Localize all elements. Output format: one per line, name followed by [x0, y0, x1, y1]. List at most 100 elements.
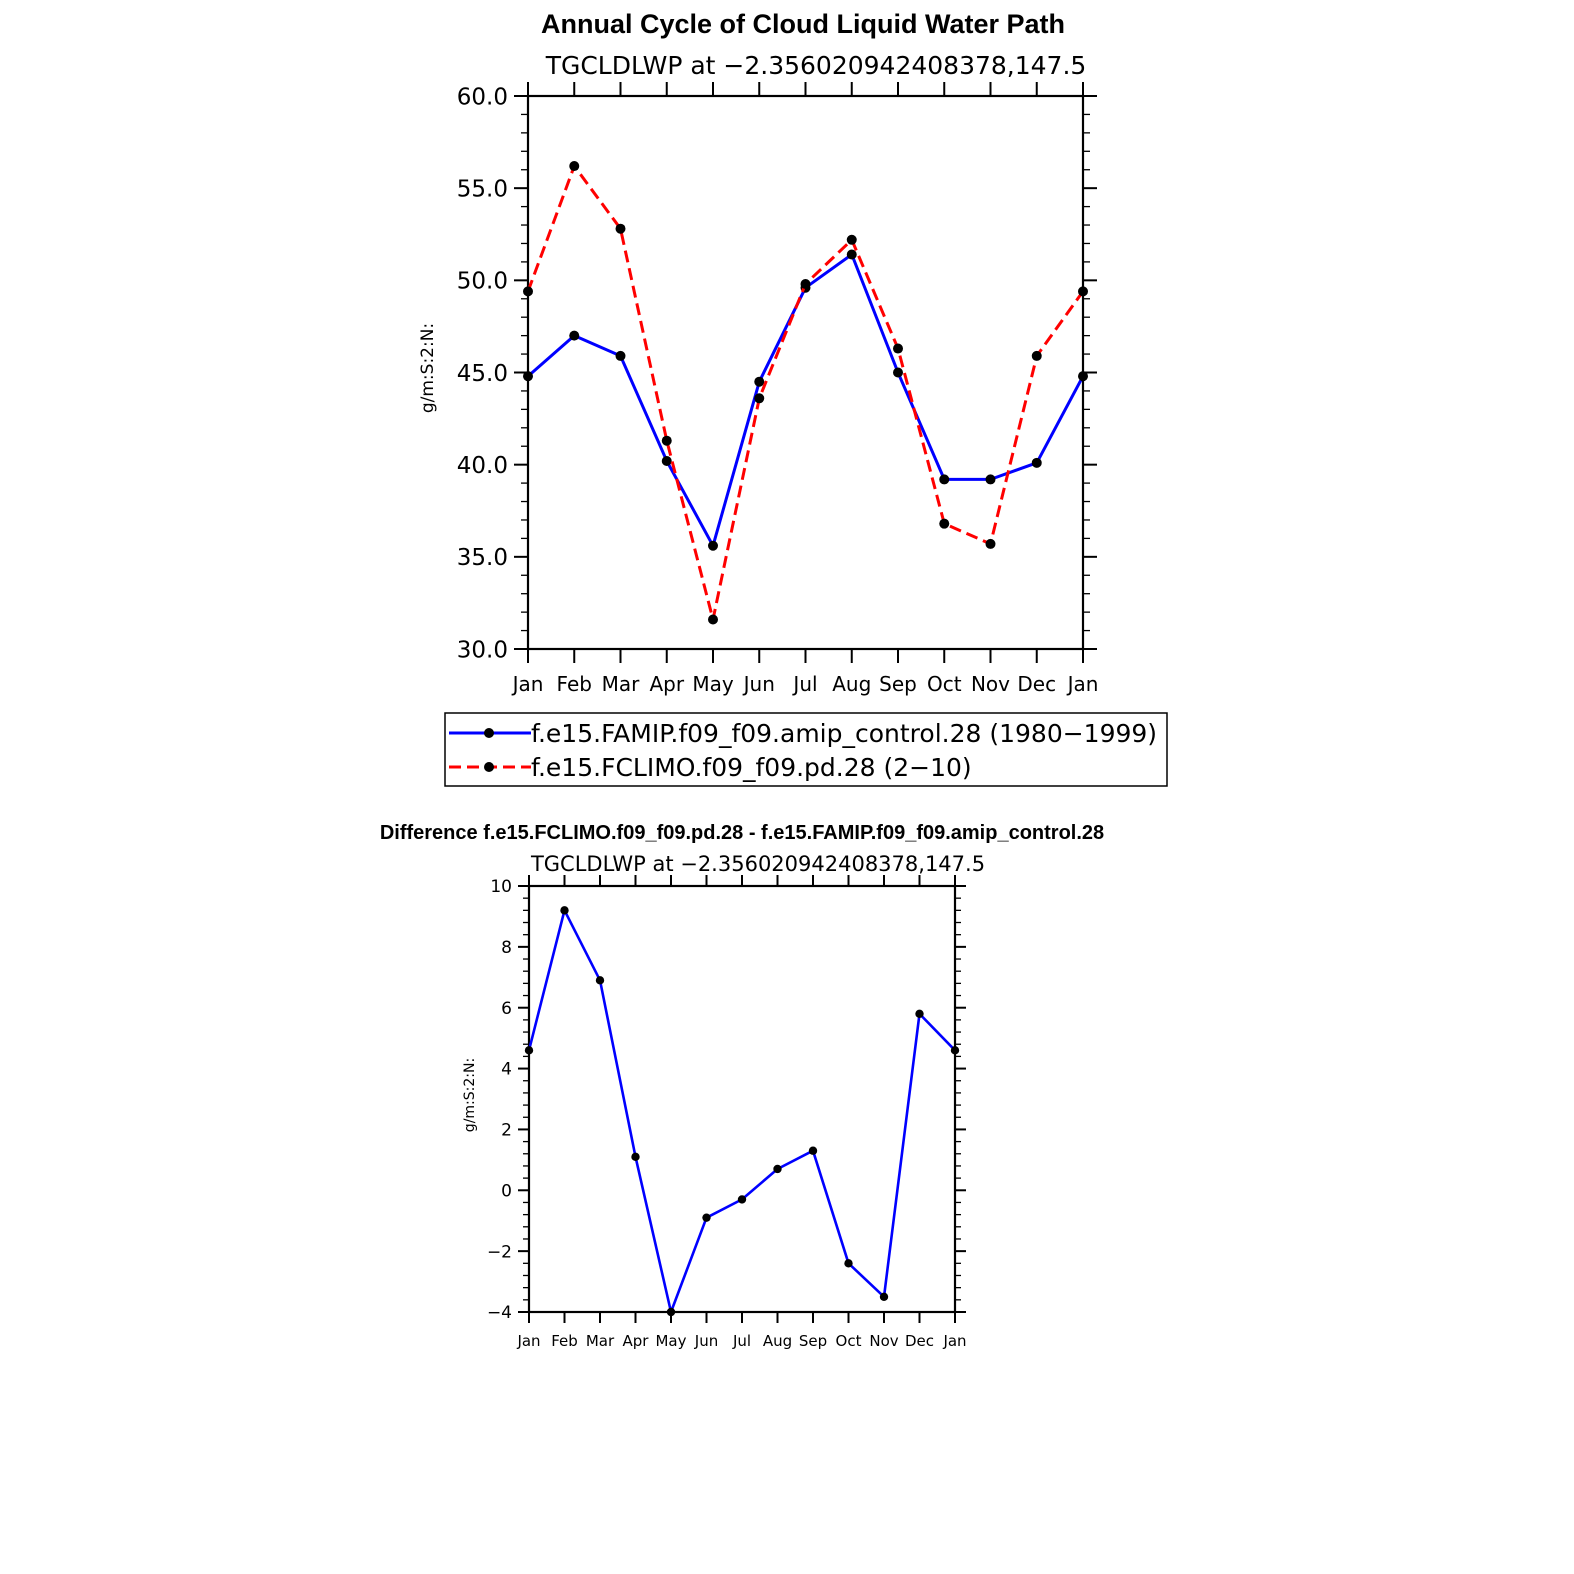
x-tick-label: Jan: [1066, 672, 1099, 696]
data-point: [1031, 350, 1042, 361]
data-point: [523, 286, 533, 297]
legend-label-famip: f.e15.FAMIP.f09_f09.amip_control.28 (198…: [531, 719, 1157, 748]
data-point: [985, 474, 996, 485]
data-point: [939, 474, 950, 485]
data-point: [846, 249, 857, 260]
series-line-1: [526, 164, 1085, 621]
y-axis-label: g/m:S:2:N:: [418, 323, 438, 413]
legend-label-fclimo: f.e15.FCLIMO.f09_f09.pd.28 (2−10): [531, 753, 972, 782]
x-tick-label: Apr: [649, 672, 684, 696]
data-point: [985, 538, 996, 549]
data-point: [893, 343, 903, 354]
legend: f.e15.FAMIP.f09_f09.amip_control.28 (198…: [444, 712, 1168, 787]
x-tick-label: Sep: [879, 672, 917, 696]
difference-x-tick-labels: Jan Feb Mar Apr May Jun Jul Aug Sep Oct Nov Dec Jan: [516, 1332, 966, 1350]
x-tick-label: Mar: [586, 1332, 615, 1350]
x-tick-label: Dec: [1017, 672, 1056, 696]
difference-chart: Difference f.e15.FCLIMO.f09_f09.pd.28 - …: [380, 822, 1104, 1350]
data-point: [754, 376, 765, 387]
data-point: [846, 234, 857, 245]
chart-title: Annual Cycle of Cloud Liquid Water Path: [541, 9, 1065, 39]
x-tick-label: Jan: [516, 1332, 540, 1350]
data-point: [523, 371, 533, 382]
y-tick-label: 8: [501, 938, 512, 958]
x-tick-label: Aug: [763, 1332, 792, 1350]
x-tick-label: Jul: [732, 1332, 751, 1350]
y-tick-label: 4: [501, 1060, 512, 1080]
x-tick-labels: Jan Feb Mar Apr May Jun Jul Aug Sep Oct Nov Dec Jan: [511, 672, 1099, 696]
series-line-0: [527, 253, 1085, 548]
data-point: [615, 223, 626, 234]
data-point: [708, 614, 718, 625]
x-tick-label: Jun: [742, 672, 775, 696]
x-tick-label: Jan: [511, 672, 544, 696]
x-tick-label: May: [692, 672, 734, 696]
y-tick-labels: 30.0 35.0 40.0 45.0 50.0 55.0 60.0: [457, 84, 508, 663]
series-layer: [523, 161, 1088, 625]
y-tick-label: −2: [487, 1242, 512, 1262]
x-tick-label: Feb: [557, 672, 592, 696]
legend-item-fclimo: f.e15.FCLIMO.f09_f09.pd.28 (2−10): [449, 753, 972, 782]
data-point: [1078, 371, 1088, 382]
data-point: [569, 161, 580, 172]
x-tick-label: Apr: [623, 1332, 650, 1350]
y-tick-label: 6: [501, 999, 512, 1019]
chart-subtitle: TGCLDLWP at −2.356020942408378,147.5: [545, 51, 1087, 80]
data-point: [661, 435, 672, 446]
x-tick-label: Dec: [905, 1332, 934, 1350]
data-point: [1031, 457, 1042, 468]
x-tick-label: Mar: [602, 672, 641, 696]
difference-y-tick-labels: −4 −2 0 2 4 6 8 10: [487, 877, 512, 1323]
plot-frame: [526, 94, 1085, 651]
y-tick-label: 50.0: [457, 269, 508, 295]
annual-cycle-chart: Annual Cycle of Cloud Liquid Water Path …: [418, 9, 1098, 696]
difference-plot-frame: [527, 884, 957, 1314]
legend-marker-famip: [484, 728, 494, 738]
difference-axis-ticks: [518, 875, 966, 1323]
y-tick-label: 30.0: [457, 637, 508, 663]
y-tick-label: 10: [490, 877, 512, 897]
data-point: [560, 906, 569, 915]
y-tick-label: 40.0: [457, 453, 508, 479]
y-tick-label: 60.0: [457, 84, 508, 110]
x-tick-label: Nov: [869, 1332, 898, 1350]
data-point: [754, 393, 765, 404]
x-tick-label: Oct: [927, 672, 962, 696]
data-point: [950, 1046, 960, 1055]
data-point: [939, 518, 950, 529]
x-tick-label: Sep: [799, 1332, 827, 1350]
x-tick-label: Nov: [971, 672, 1010, 696]
difference-series-layer: [524, 906, 960, 1317]
x-tick-label: Jun: [694, 1332, 718, 1350]
difference-y-axis-label: g/m:S:2:N:: [462, 1058, 478, 1132]
x-tick-label: Oct: [836, 1332, 862, 1350]
legend-marker-fclimo: [484, 762, 494, 772]
data-point: [595, 976, 605, 985]
data-point: [773, 1164, 782, 1174]
data-point: [702, 1213, 711, 1222]
y-tick-label: 35.0: [457, 545, 508, 571]
y-tick-label: −4: [487, 1303, 512, 1323]
y-tick-label: 45.0: [457, 361, 508, 387]
y-tick-label: 55.0: [457, 176, 508, 202]
data-point: [893, 367, 903, 378]
data-point: [737, 1195, 747, 1204]
data-point: [879, 1292, 889, 1301]
data-point: [615, 350, 626, 361]
x-tick-label: May: [655, 1332, 686, 1350]
data-point: [708, 540, 718, 551]
legend-box: [444, 712, 1168, 787]
x-tick-label: Feb: [551, 1332, 578, 1350]
x-tick-label: Jul: [791, 672, 817, 696]
data-point: [524, 1046, 534, 1055]
data-point: [800, 279, 811, 290]
data-point: [1078, 286, 1088, 297]
data-point: [666, 1307, 676, 1317]
y-tick-label: 2: [501, 1121, 512, 1141]
data-point: [631, 1152, 640, 1162]
legend-item-famip: f.e15.FAMIP.f09_f09.amip_control.28 (198…: [449, 719, 1157, 748]
data-point: [915, 1009, 924, 1018]
difference-chart-subtitle: TGCLDLWP at −2.356020942408378,147.5: [530, 852, 985, 876]
axis-ticks: [514, 82, 1097, 663]
